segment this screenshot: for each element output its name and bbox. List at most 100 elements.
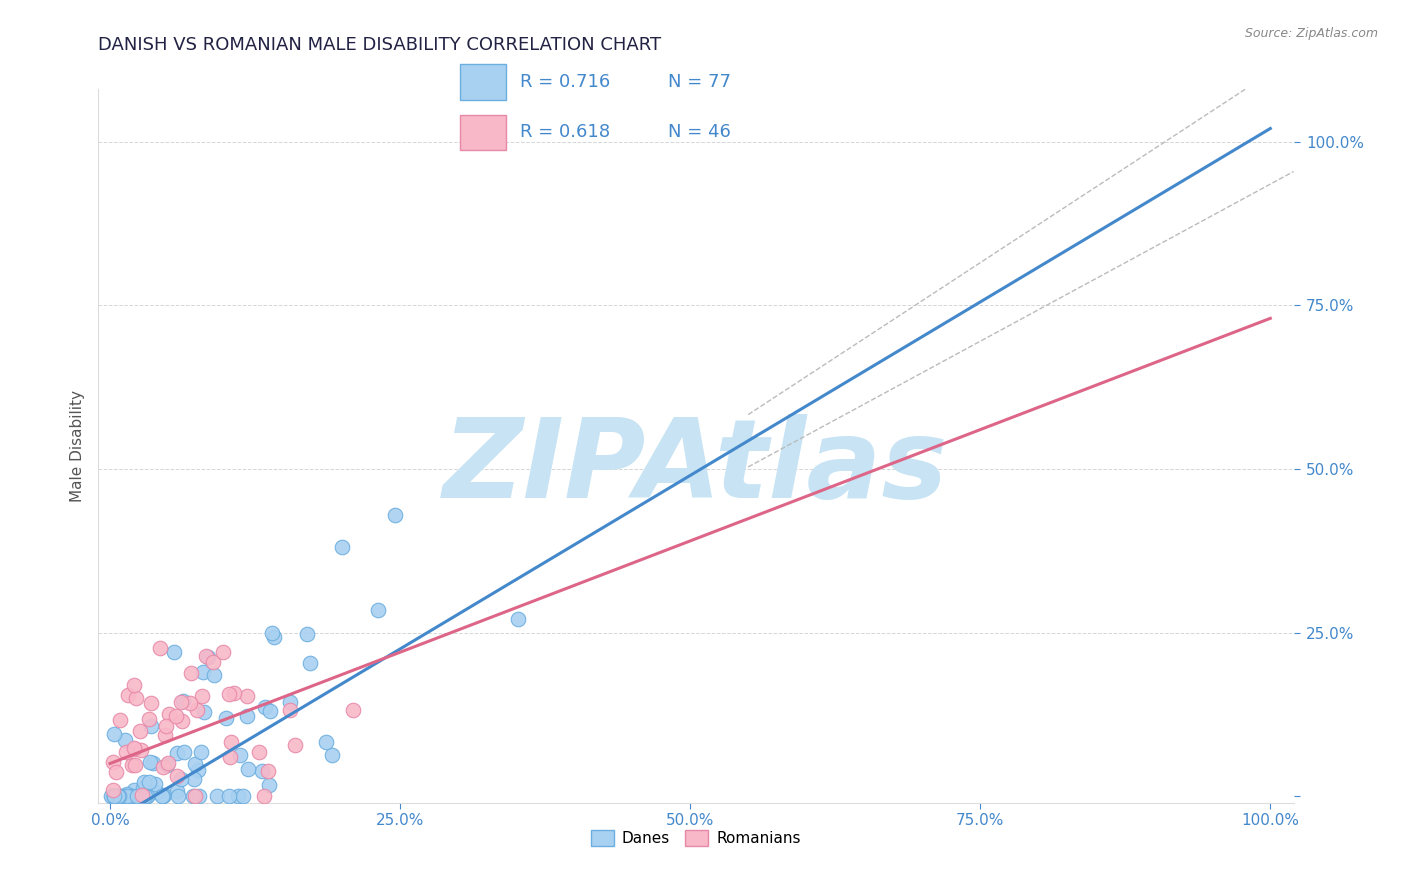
Point	[330, 540, 353, 554]
Point	[226, 789, 249, 803]
Point	[202, 668, 225, 682]
Point	[202, 655, 225, 669]
Point	[170, 772, 193, 786]
Point	[135, 789, 157, 803]
Point	[125, 691, 148, 706]
Point	[149, 641, 172, 656]
Point	[212, 645, 235, 659]
Point	[197, 649, 219, 664]
Point	[104, 764, 127, 779]
Point	[183, 772, 205, 787]
Point	[190, 745, 212, 759]
Point	[229, 747, 252, 762]
Point	[295, 627, 318, 641]
Text: N = 46: N = 46	[668, 123, 731, 141]
Point	[107, 789, 129, 803]
Point	[157, 706, 180, 721]
Point	[218, 789, 240, 803]
Point	[124, 742, 146, 756]
Point	[247, 745, 270, 759]
Point	[124, 758, 146, 772]
Point	[181, 789, 204, 803]
Point	[166, 746, 188, 760]
Point	[280, 703, 302, 717]
Point	[155, 757, 177, 772]
Point	[131, 789, 153, 803]
Point	[173, 745, 195, 759]
Point	[219, 749, 242, 764]
Point	[138, 712, 160, 726]
Point	[139, 719, 162, 733]
Point	[262, 626, 284, 640]
Point	[194, 648, 217, 663]
Point	[135, 789, 157, 803]
Point	[122, 678, 145, 692]
Point	[170, 695, 193, 709]
Text: ZIPAtlas: ZIPAtlas	[443, 414, 949, 521]
Point	[122, 783, 145, 797]
Point	[215, 711, 238, 725]
Point	[129, 723, 152, 738]
Point	[367, 603, 389, 617]
Point	[184, 756, 207, 771]
Point	[103, 789, 125, 803]
Point	[108, 789, 131, 803]
Point	[166, 769, 188, 783]
Point	[103, 789, 125, 803]
Y-axis label: Male Disability: Male Disability	[69, 390, 84, 502]
Point	[115, 789, 138, 803]
Point	[152, 759, 174, 773]
Point	[170, 714, 193, 728]
Point	[136, 789, 159, 803]
Point	[224, 686, 246, 700]
Point	[236, 762, 259, 776]
Point	[131, 788, 153, 802]
Point	[107, 789, 129, 803]
Point	[253, 789, 276, 803]
Point	[145, 785, 167, 799]
Point	[122, 740, 145, 755]
Point	[219, 735, 242, 749]
FancyBboxPatch shape	[461, 64, 506, 100]
Point	[259, 704, 281, 718]
Point	[257, 764, 280, 778]
Point	[342, 702, 364, 716]
Point	[315, 735, 337, 749]
Point	[117, 688, 139, 702]
Text: DANISH VS ROMANIAN MALE DISABILITY CORRELATION CHART: DANISH VS ROMANIAN MALE DISABILITY CORRE…	[98, 36, 662, 54]
Point	[257, 778, 280, 792]
Point	[280, 695, 302, 709]
Point	[103, 727, 125, 741]
Point	[131, 789, 153, 803]
Point	[191, 690, 214, 704]
Point	[150, 789, 173, 803]
Point	[207, 789, 229, 803]
Point	[179, 696, 201, 710]
Point	[120, 789, 142, 803]
Point	[139, 755, 162, 769]
Point	[250, 764, 273, 778]
Point	[143, 777, 166, 791]
Point	[153, 728, 176, 742]
Point	[132, 780, 155, 795]
Point	[218, 686, 240, 700]
Legend: Danes, Romanians: Danes, Romanians	[585, 824, 807, 852]
Point	[172, 694, 194, 708]
Point	[125, 789, 148, 803]
Point	[157, 756, 180, 771]
Point	[138, 774, 160, 789]
Point	[134, 789, 156, 803]
Point	[165, 708, 187, 723]
Point	[236, 689, 259, 703]
Point	[101, 789, 124, 803]
Point	[101, 756, 124, 770]
Point	[184, 789, 207, 803]
Point	[142, 756, 165, 771]
Point	[155, 718, 177, 732]
FancyBboxPatch shape	[461, 114, 506, 150]
Point	[321, 747, 343, 762]
Point	[163, 645, 186, 659]
Point	[101, 783, 124, 797]
Text: R = 0.618: R = 0.618	[520, 123, 610, 141]
Point	[115, 787, 138, 801]
